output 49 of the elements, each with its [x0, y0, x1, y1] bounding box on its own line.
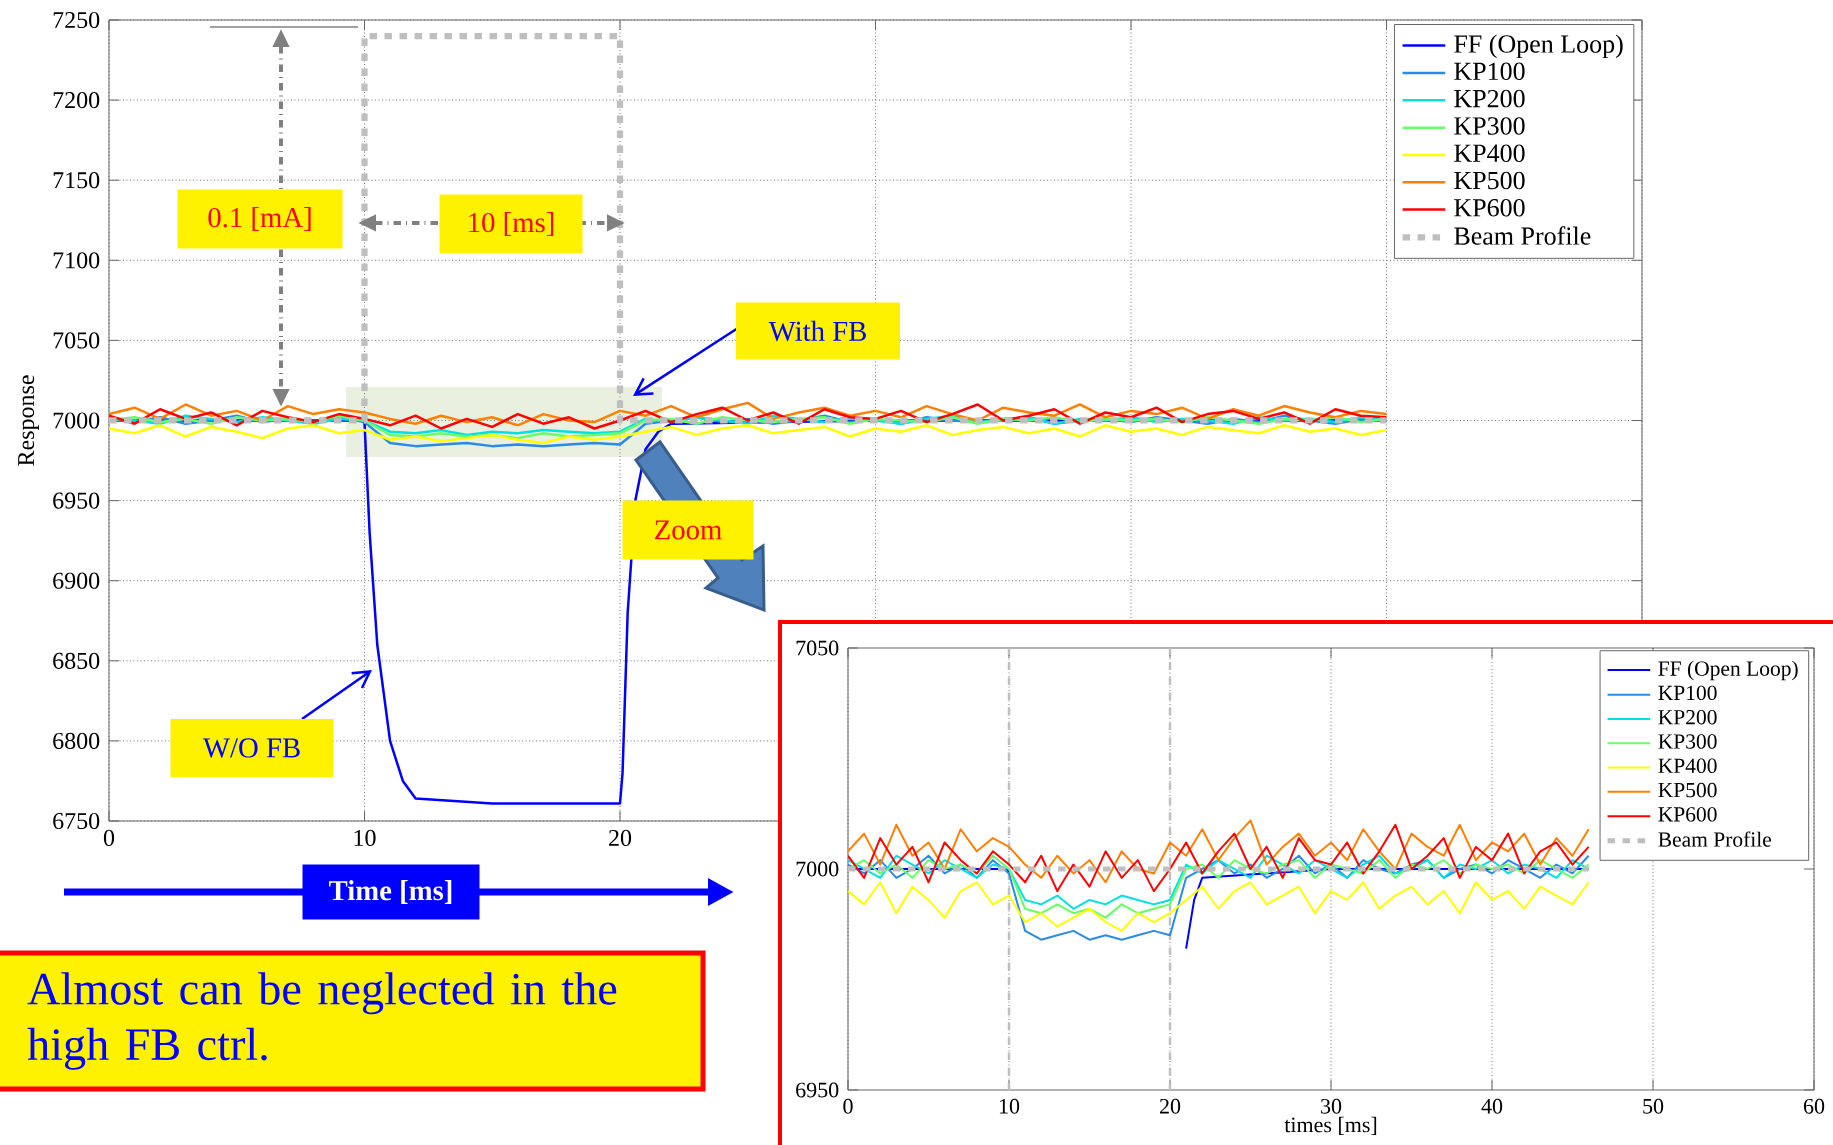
x-tick-label: 10: [354, 829, 376, 847]
annotation: 0.1 [mA]: [208, 207, 311, 231]
legend-label: KP400: [1454, 144, 1525, 162]
x-tick-label: 20: [609, 829, 632, 847]
legend-label: KP200: [1658, 709, 1717, 725]
legend-label: FF (Open Loop): [1454, 34, 1623, 59]
y-tick-label: 6750: [53, 812, 100, 830]
x-tick-label: 60: [1803, 1098, 1825, 1114]
annotation: 10 [ms]: [469, 212, 554, 236]
y-tick-label: 7100: [53, 252, 100, 269]
legend-label: KP600: [1454, 199, 1525, 217]
y-tick-label: 6850: [53, 652, 100, 669]
annotation: With FB: [768, 320, 866, 342]
legend-label: KP300: [1454, 117, 1525, 135]
legend-label: KP600: [1658, 807, 1717, 822]
x-tick-label: 0: [843, 1098, 853, 1114]
y-tick-label: 7050: [796, 640, 839, 656]
x-tick-label: 20: [1159, 1098, 1181, 1114]
y-tick-label: 7250: [53, 11, 100, 29]
x-axis-title: times [ms]: [1284, 1116, 1377, 1136]
x-tick-label: 0: [103, 829, 115, 847]
legend-label: KP500: [1454, 171, 1525, 190]
annotation: W/O FB: [202, 738, 300, 758]
legend-label: KP300: [1658, 734, 1717, 749]
y-tick-label: 7150: [53, 172, 100, 189]
x-tick-label: 30: [1321, 1098, 1342, 1114]
y-tick-label: 7200: [53, 92, 100, 109]
y-tick-label: 6950: [53, 492, 100, 509]
x-tick-label: 10: [999, 1098, 1020, 1114]
legend-label: KP100: [1658, 685, 1717, 701]
y-axis-title: Response: [18, 375, 39, 466]
legend-label: KP200: [1454, 89, 1525, 108]
y-tick-label: 7000: [53, 412, 100, 429]
x-tick-label: 40: [1481, 1098, 1503, 1114]
annotation: Zoom: [655, 520, 722, 540]
x-tick-label: 50: [1643, 1098, 1664, 1114]
legend-label: FF (Open Loop): [1658, 660, 1798, 681]
legend-label: KP100: [1454, 62, 1525, 81]
legend-label: Beam Profile: [1454, 226, 1591, 245]
y-tick-label: 6800: [53, 732, 100, 749]
x-axis-title: Time [ms]: [329, 880, 452, 904]
legend-label: KP400: [1658, 758, 1717, 774]
text: Almost can be neglected in the high FB ctrl.: [27, 972, 617, 1070]
y-tick-label: 7000: [796, 861, 839, 877]
y-tick-label: 7050: [53, 332, 100, 349]
legend-label: Beam Profile: [1658, 831, 1772, 847]
y-tick-label: 6950: [796, 1082, 839, 1098]
y-tick-label: 6900: [53, 572, 100, 589]
legend-label: KP500: [1658, 782, 1717, 798]
